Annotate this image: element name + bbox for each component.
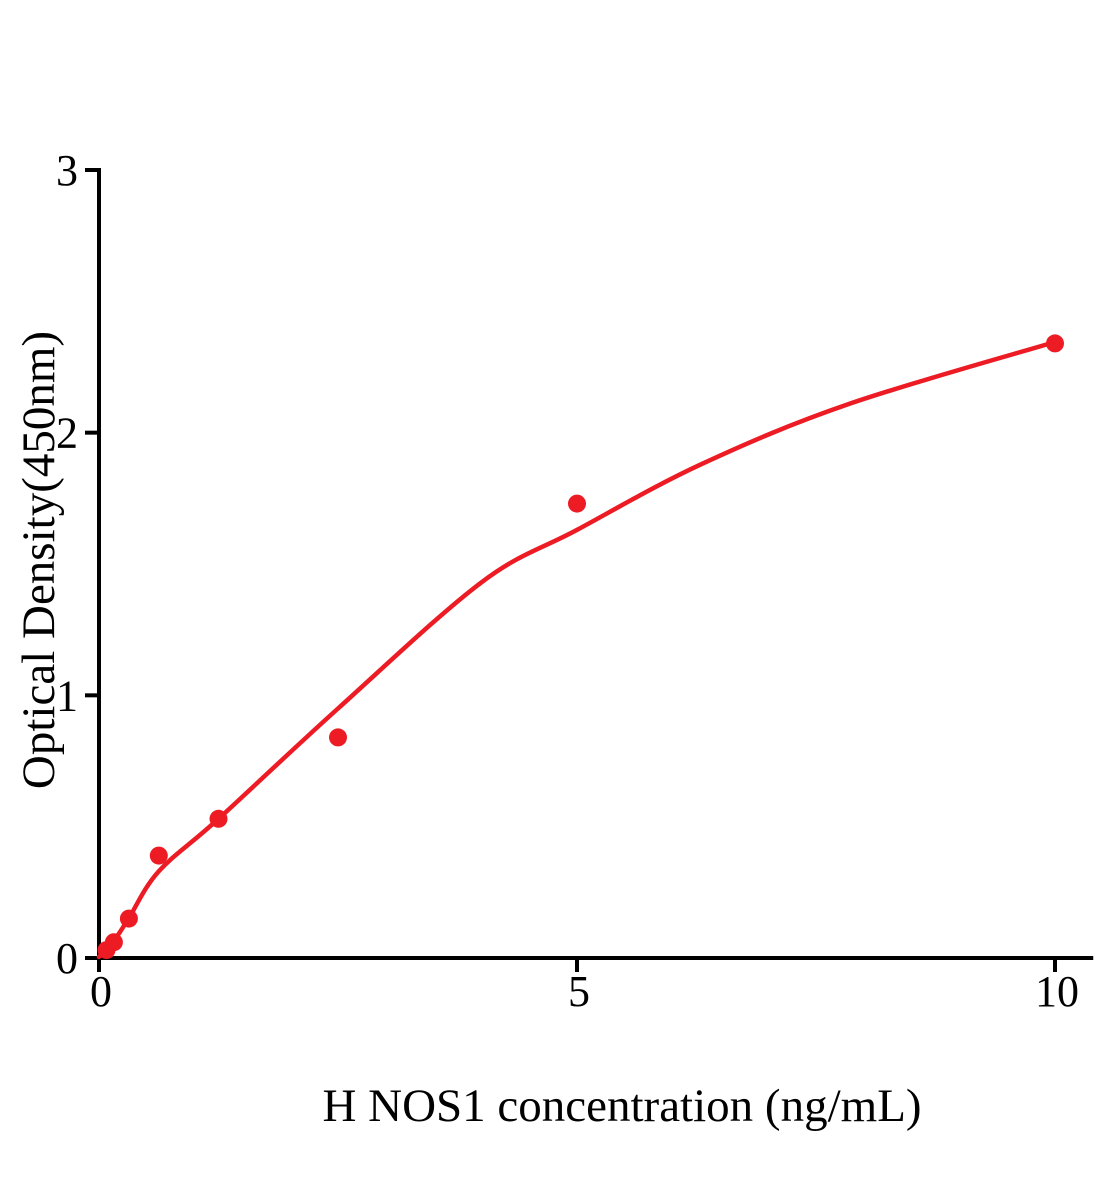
y-tick-label: 2 <box>56 409 78 458</box>
data-point <box>104 933 123 952</box>
fit-curve <box>96 339 1058 960</box>
data-point <box>1046 334 1064 353</box>
x-axis-title: H NOS1 concentration (ng/mL) <box>322 1080 921 1132</box>
x-tick-label: 10 <box>1035 967 1079 1016</box>
axes-layer <box>85 168 1094 972</box>
y-axis-title: Optical Density(450nm) <box>13 331 65 789</box>
data-point <box>119 909 138 928</box>
y-tick-label: 1 <box>56 671 78 720</box>
tick-labels-layer: 0 1 2 3 0 5 10 <box>56 146 1079 1016</box>
y-tick-label: 0 <box>56 934 78 983</box>
x-tick-label: 0 <box>90 967 112 1016</box>
data-point <box>209 809 228 828</box>
data-point <box>329 728 347 747</box>
y-tick-label: 3 <box>56 146 78 195</box>
data-point <box>568 494 586 513</box>
data-point <box>149 846 168 865</box>
x-tick-label: 5 <box>568 967 590 1016</box>
fit-curve-layer <box>96 339 1058 960</box>
data-points-layer <box>97 334 1064 960</box>
